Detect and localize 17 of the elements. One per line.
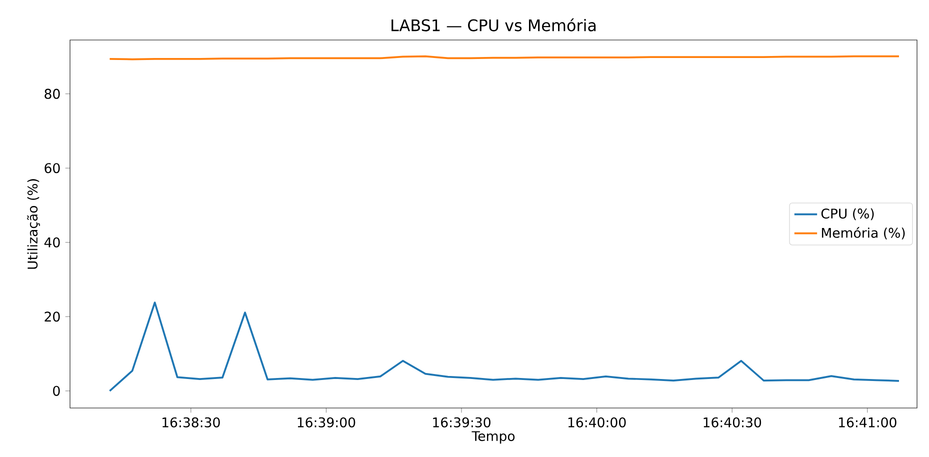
line-series bbox=[108, 302, 900, 392]
x-tick-label: 16:39:00 bbox=[298, 417, 356, 428]
y-tick-label: 0 bbox=[53, 386, 60, 396]
x-tick-label: 16:39:30 bbox=[433, 417, 490, 428]
x-tick-label: 16:41:00 bbox=[839, 417, 896, 428]
x-tick-label: 16:40:30 bbox=[704, 417, 762, 428]
y-tick-label: 20 bbox=[44, 312, 60, 322]
legend-label: Memória (%) bbox=[822, 227, 905, 240]
y-axis-title: Utilização (%) bbox=[27, 179, 40, 269]
x-tick-label: 16:38:30 bbox=[162, 417, 220, 428]
legend-label: CPU (%) bbox=[821, 208, 874, 220]
y-tick-label: 80 bbox=[44, 88, 60, 99]
chart-title: LABS1 — CPU vs Memória bbox=[392, 18, 596, 32]
y-tick-label: 40 bbox=[44, 237, 60, 248]
x-axis-title: Tempo bbox=[472, 431, 515, 444]
y-tick-label: 60 bbox=[44, 163, 60, 174]
x-tick-label: 16:40:00 bbox=[568, 417, 626, 428]
